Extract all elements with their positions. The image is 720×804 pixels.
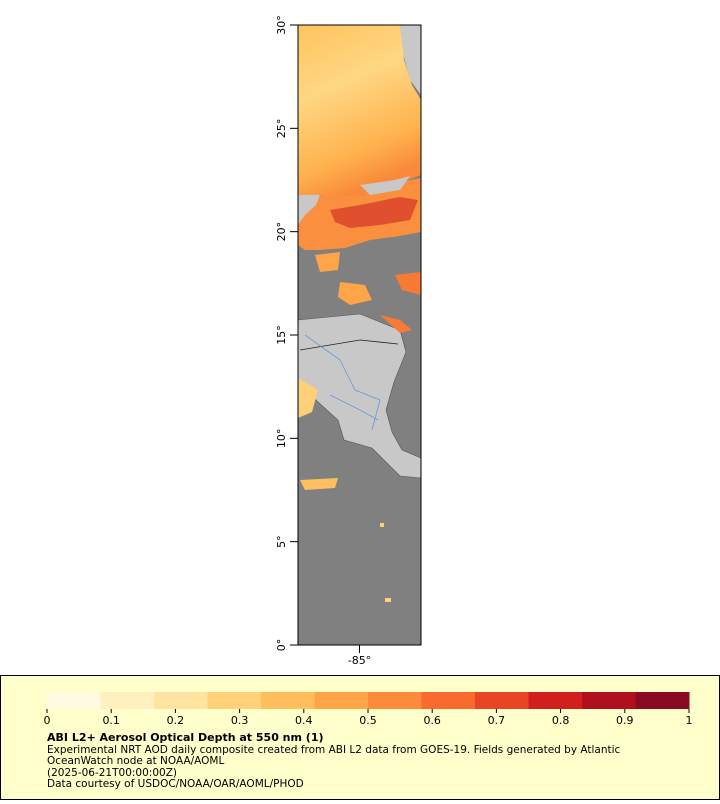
colorbar-tick-label: 0.5 <box>359 714 377 727</box>
colorbar-segment <box>421 692 476 709</box>
land <box>400 25 421 95</box>
colorbar-tick-label: 1 <box>686 714 693 727</box>
colorbar-segment <box>154 692 208 709</box>
aerosol <box>315 252 340 272</box>
aerosol <box>298 378 318 418</box>
map-image <box>298 25 421 645</box>
river <box>329 394 379 421</box>
legend-line: Data courtesy of USDOC/NOAA/OAR/AOML/PHO… <box>47 778 304 790</box>
colorbar-segment <box>261 692 315 709</box>
colorbar-tick-label: 0.9 <box>616 714 634 727</box>
colorbar-segment <box>582 692 636 709</box>
y-tick-label: 30° <box>275 15 288 35</box>
colorbar-segment <box>314 692 369 709</box>
y-tick-label: 5° <box>275 535 288 548</box>
y-tick-label: 10° <box>275 429 288 449</box>
colorbar-segment <box>100 692 155 709</box>
colorbar-segment <box>207 692 262 709</box>
aerosol <box>380 315 412 333</box>
land <box>298 313 421 479</box>
colorbar-segment <box>475 692 529 709</box>
legend-line: (2025-06-21T00:00:00Z) <box>47 767 177 779</box>
colorbar-tick-label: 0.3 <box>231 714 249 727</box>
land <box>360 176 410 195</box>
river <box>304 334 381 431</box>
legend-line: Experimental NRT AOD daily composite cre… <box>47 744 621 756</box>
land <box>298 195 320 225</box>
legend-title: ABI L2+ Aerosol Optical Depth at 550 nm … <box>47 731 324 744</box>
aerosol <box>338 282 372 305</box>
aerosol <box>300 478 338 490</box>
colorbar-segment <box>635 692 690 709</box>
aerosol <box>298 25 421 200</box>
border <box>299 339 399 351</box>
aerosol <box>380 523 384 527</box>
colorbar-tick-label: 0.4 <box>295 714 313 727</box>
colorbar-tick-label: 0 <box>44 714 51 727</box>
colorbar-segment <box>47 692 101 709</box>
aerosol <box>395 272 421 295</box>
y-tick-label: 0° <box>275 639 288 652</box>
y-tick-label: 15° <box>275 325 288 345</box>
colorbar-tick-label: 0.1 <box>102 714 120 727</box>
y-tick-label: 20° <box>275 222 288 242</box>
aerosol <box>385 598 391 602</box>
aerosol <box>330 197 418 228</box>
colorbar-tick-label: 0.6 <box>423 714 441 727</box>
colorbar-tick-label: 0.8 <box>552 714 570 727</box>
colorbar-tick-label: 0.7 <box>488 714 506 727</box>
colorbar-segment <box>528 692 583 709</box>
colorbar-tick-label: 0.2 <box>167 714 185 727</box>
y-tick-label: 25° <box>275 119 288 139</box>
legend-line: OceanWatch node at NOAA/AOML <box>47 755 224 767</box>
colorbar-segment <box>368 692 422 709</box>
x-tick-label: -85° <box>348 654 371 667</box>
